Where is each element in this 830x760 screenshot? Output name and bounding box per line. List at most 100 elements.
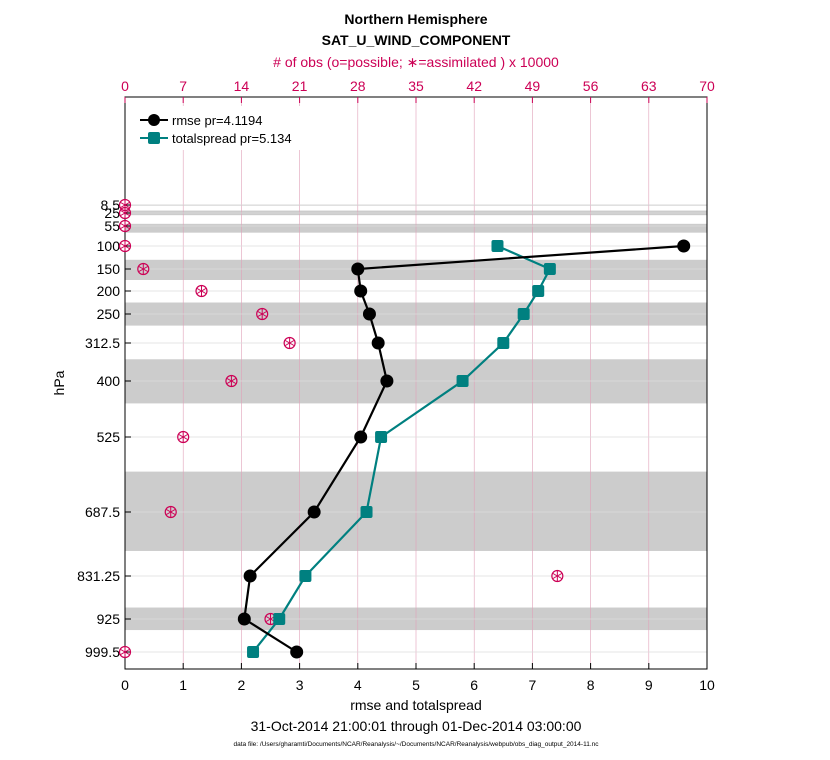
legend-box [136,106,306,150]
date-range: 31-Oct-2014 21:00:01 through 01-Dec-2014… [251,718,582,734]
series-1-point-5 [456,375,469,387]
bottom-tick-label-6: 6 [470,677,478,693]
bottom-tick-label-0: 0 [121,677,129,693]
rmse-series [237,239,691,659]
series-0-point-8 [243,569,257,583]
top-tick-label-4: 28 [350,78,366,94]
y-tick-label-2: 55 [104,218,120,234]
obs-possible-8 [225,374,238,388]
totalspread-series [247,240,556,658]
series-0-point-4 [371,336,385,350]
obs-possible-2 [118,219,132,233]
obs-possible-9 [177,430,190,444]
series-1-point-2 [532,285,545,297]
bottom-tick-label-8: 8 [587,677,595,693]
obs-count-markers [118,198,564,659]
obs-assimilated-10-stroke-2 [166,509,176,515]
series-1-point-6 [375,431,388,443]
obs-assimilated-2-stroke-2 [120,223,130,229]
series-1-point-3 [517,308,530,320]
bottom-tick-label-9: 9 [645,677,653,693]
obs-assimilated-6-stroke-2 [257,311,267,317]
bottom-tick-label-3: 3 [296,677,304,693]
y-tick-label-3: 100 [97,238,121,254]
top-tick-label-1: 7 [179,78,187,94]
obs-assimilated-7-stroke-2 [285,340,295,346]
y-axis-label: hPa [51,370,67,395]
obs-possible-3 [118,239,132,253]
top-tick-label-0: 0 [121,78,129,94]
obs-possible-7 [283,336,296,350]
obs-possible-11 [551,569,564,583]
top-axis-ticks: 0 7 14 21 28 35 42 49 56 63 70 [121,78,715,103]
obs-assimilated-4-stroke-2 [138,266,148,272]
series-1-point-8 [299,570,312,582]
y-tick-label-10: 687.5 [85,504,120,520]
series-0-point-2 [354,284,368,298]
y-tick-label-0: 8.5 [101,197,121,213]
series-0-point-10 [290,645,304,659]
series-1-point-4 [497,337,510,349]
bottom-tick-label-1: 1 [179,677,187,693]
bottom-tick-label-4: 4 [354,677,362,693]
obs-assimilated-11-stroke-2 [552,573,562,579]
top-tick-label-10: 70 [699,78,715,94]
obs-possible-6 [256,307,269,321]
series-0-point-7 [307,505,321,519]
obs-assimilated-9-stroke-2 [178,434,188,440]
top-tick-label-2: 14 [234,78,250,94]
x-axis-label: rmse and totalspread [350,697,482,713]
chart-title: Northern Hemisphere [344,11,487,27]
legend-spread-label: totalspread pr=5.134 [172,131,292,146]
y-tick-label-8: 400 [97,373,121,389]
y-tick-label-7: 312.5 [85,335,120,351]
y-tick-label-13: 999.5 [85,644,120,660]
bottom-tick-label-2: 2 [238,677,246,693]
top-tick-label-8: 56 [583,78,599,94]
series-0-point-5 [380,374,394,388]
bottom-tick-label-5: 5 [412,677,420,693]
series-1-point-9 [273,613,286,625]
obs-assimilated-0-stroke-2 [120,202,130,208]
top-tick-label-9: 63 [641,78,657,94]
bottom-tick-label-10: 10 [699,677,715,693]
series-0-point-1 [351,262,365,276]
series-0-point-9 [237,612,251,626]
y-tick-label-9: 525 [97,429,121,445]
footnote: data file: /Users/gharamti/Documents/NCA… [234,741,600,748]
legend-spread-marker [148,132,160,144]
series-0-point-0 [677,239,691,253]
obs-possible-5 [195,284,208,298]
legend: rmse pr=4.1194 totalspread pr=5.134 [136,106,306,150]
obs-possible-10 [164,505,177,519]
top-tick-label-7: 49 [525,78,541,94]
obs-assimilated-5-stroke-2 [196,288,207,294]
y-tick-label-12: 925 [97,611,121,627]
top-axis-label: # of obs (o=possible; ∗=assimilated ) x … [273,54,559,70]
legend-rmse-label: rmse pr=4.1194 [172,113,262,128]
y-tick-label-6: 250 [97,306,121,322]
bottom-axis-ticks: 0 1 2 3 4 5 6 7 8 9 10 [121,663,715,693]
top-tick-label-5: 35 [408,78,424,94]
obs-assimilated-3-stroke-2 [120,243,130,249]
top-tick-label-6: 42 [466,78,482,94]
bottom-tick-label-7: 7 [529,677,537,693]
series-1-point-0 [491,240,504,252]
series-1-point-7 [360,506,373,518]
obs-assimilated-13-stroke-2 [120,649,130,655]
obs-possible-1 [118,206,132,220]
y-tick-label-5: 200 [97,283,121,299]
y-tick-label-1: 25 [104,205,120,221]
y-tick-label-4: 150 [97,261,121,277]
top-tick-label-3: 21 [292,78,308,94]
series-0-point-6 [354,430,368,444]
chart-subtitle: SAT_U_WIND_COMPONENT [322,32,511,48]
obs-assimilated-1-stroke-2 [120,210,130,216]
legend-rmse-marker [148,114,160,126]
obs-assimilated-8-stroke-2 [226,378,237,384]
obs-possible-4 [137,262,150,276]
series-0-point-3 [362,307,376,321]
series-1-point-1 [543,263,556,275]
